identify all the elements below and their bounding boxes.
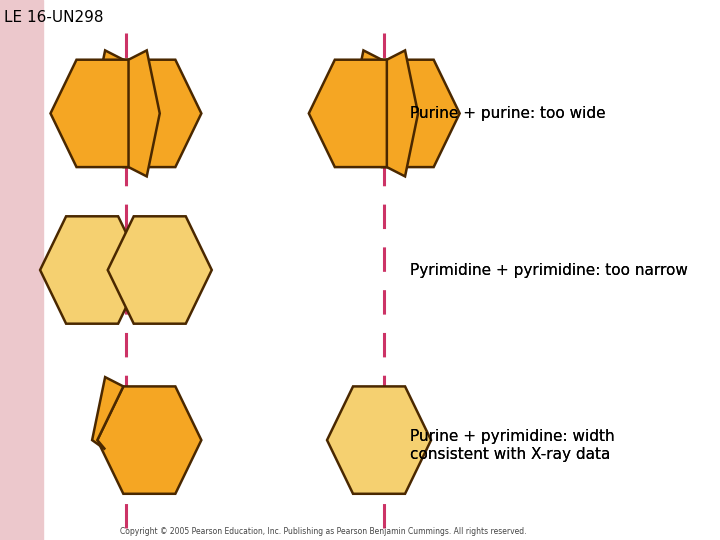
Polygon shape bbox=[92, 377, 123, 449]
Text: Purine + purine: too wide: Purine + purine: too wide bbox=[410, 106, 606, 121]
Polygon shape bbox=[387, 50, 418, 177]
Polygon shape bbox=[129, 50, 160, 177]
Polygon shape bbox=[97, 387, 202, 494]
Text: Pyrimidine + pyrimidine: too narrow: Pyrimidine + pyrimidine: too narrow bbox=[410, 262, 688, 278]
Polygon shape bbox=[356, 60, 459, 167]
Polygon shape bbox=[351, 50, 382, 123]
Polygon shape bbox=[40, 217, 144, 323]
Polygon shape bbox=[327, 387, 431, 494]
Text: LE 16-UN298: LE 16-UN298 bbox=[4, 10, 104, 25]
Text: Pyrimidine + pyrimidine: too narrow: Pyrimidine + pyrimidine: too narrow bbox=[410, 262, 688, 278]
Text: Purine + purine: too wide: Purine + purine: too wide bbox=[410, 106, 606, 121]
Polygon shape bbox=[97, 60, 202, 167]
Bar bbox=[0, 0, 43, 540]
Polygon shape bbox=[92, 50, 123, 123]
Polygon shape bbox=[309, 60, 413, 167]
Polygon shape bbox=[108, 217, 212, 323]
Polygon shape bbox=[50, 60, 155, 167]
Text: Copyright © 2005 Pearson Education, Inc. Publishing as Pearson Benjamin Cummings: Copyright © 2005 Pearson Education, Inc.… bbox=[120, 527, 526, 536]
Text: Purine + pyrimidine: width
consistent with X-ray data: Purine + pyrimidine: width consistent wi… bbox=[410, 429, 615, 462]
Text: Purine + pyrimidine: width
consistent with X-ray data: Purine + pyrimidine: width consistent wi… bbox=[410, 429, 615, 462]
